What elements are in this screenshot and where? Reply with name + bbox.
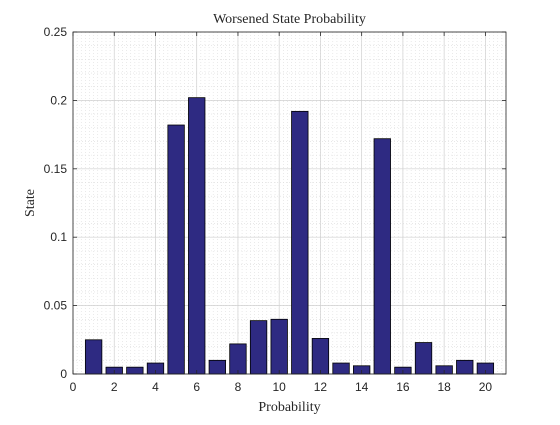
bar-17 bbox=[414, 342, 433, 375]
y-tick-label: 0.05 bbox=[44, 299, 68, 313]
x-tick-label: 12 bbox=[314, 380, 328, 394]
bar-19 bbox=[456, 359, 474, 375]
x-tick-label: 10 bbox=[273, 380, 287, 394]
x-tick-label: 20 bbox=[479, 380, 493, 394]
y-tick-label: 0.2 bbox=[50, 93, 67, 107]
x-tick-label: 2 bbox=[111, 380, 118, 394]
y-axis-label: State bbox=[23, 189, 38, 217]
y-tick-label: 0.25 bbox=[44, 25, 68, 39]
bar-9 bbox=[249, 320, 268, 375]
bar-8 bbox=[229, 343, 247, 375]
plot-background bbox=[73, 32, 506, 374]
x-tick-label: 4 bbox=[152, 380, 159, 394]
bar-12 bbox=[311, 338, 330, 375]
bar-1 bbox=[84, 339, 103, 375]
bar-7 bbox=[208, 359, 226, 375]
x-axis-label: Probability bbox=[258, 400, 320, 415]
y-axis-ticks: 0 0.05 0.1 0.15 0.2 0.25 bbox=[44, 25, 506, 381]
y-tick-label: 0.1 bbox=[50, 230, 67, 244]
bar-11 bbox=[291, 110, 309, 375]
bar-15 bbox=[373, 138, 391, 375]
x-tick-label: 18 bbox=[437, 380, 451, 394]
chart-title: Worsened State Probability bbox=[213, 12, 366, 27]
y-tick-label: 0 bbox=[60, 367, 67, 381]
bar-5 bbox=[167, 124, 185, 375]
bar-3 bbox=[126, 366, 144, 375]
bar-6 bbox=[188, 97, 206, 375]
plot-frame bbox=[72, 31, 507, 375]
x-tick-label: 14 bbox=[355, 380, 369, 394]
x-axis-ticks: 0 2 4 6 8 10 12 14 16 18 20 bbox=[70, 32, 493, 394]
x-tick-label: 16 bbox=[396, 380, 410, 394]
x-tick-label: 6 bbox=[193, 380, 200, 394]
bar-13 bbox=[332, 362, 350, 375]
y-tick-label: 0.15 bbox=[44, 162, 68, 176]
x-tick-label: 8 bbox=[235, 380, 242, 394]
x-tick-label: 0 bbox=[70, 380, 77, 394]
bar-10 bbox=[270, 318, 288, 375]
